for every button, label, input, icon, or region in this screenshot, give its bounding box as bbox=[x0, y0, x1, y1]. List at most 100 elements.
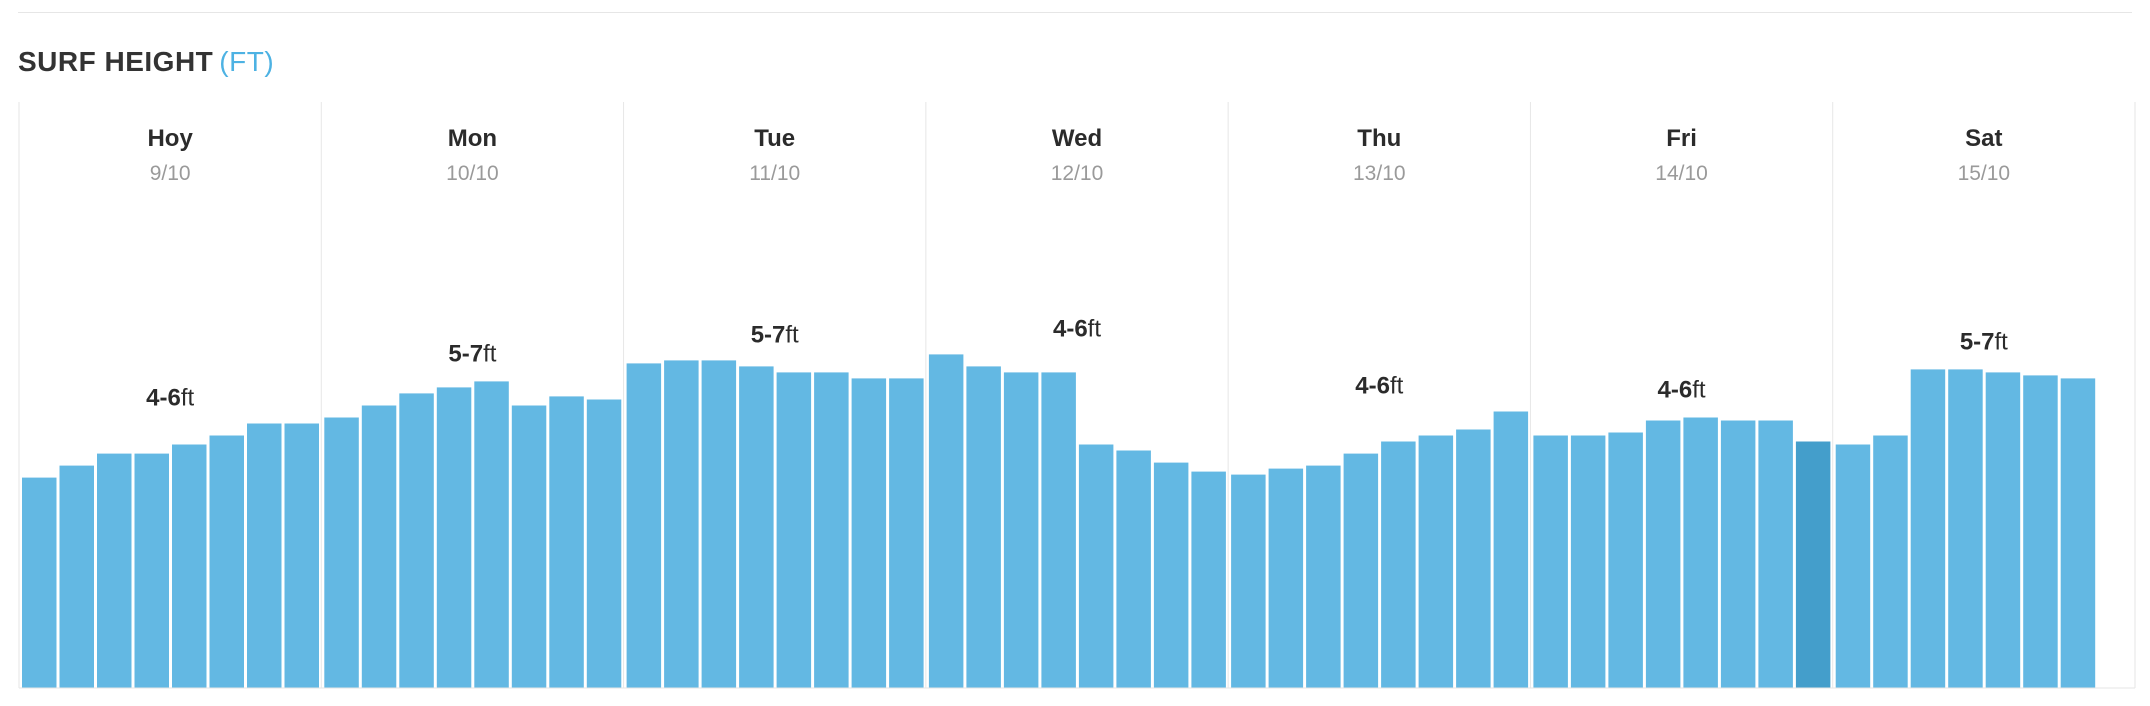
surf-bar[interactable] bbox=[209, 435, 245, 689]
day-date-label: 12/10 bbox=[1051, 162, 1104, 185]
surf-bar[interactable] bbox=[1835, 444, 1871, 689]
surf-bar[interactable] bbox=[1570, 435, 1606, 689]
day-column-thu: Thu 13/10 4-6ft bbox=[1227, 102, 1529, 689]
day-column-wed: Wed 12/10 4-6ft bbox=[925, 102, 1226, 689]
surf-bar[interactable] bbox=[511, 405, 547, 689]
surf-range-unit: ft bbox=[785, 321, 799, 348]
surf-bar[interactable] bbox=[966, 366, 1001, 688]
surf-bar[interactable] bbox=[22, 477, 57, 688]
day-name-label: Tue bbox=[754, 125, 795, 152]
surf-bar[interactable] bbox=[1041, 372, 1076, 688]
day-date-label: 15/10 bbox=[1958, 162, 2011, 185]
surf-bar[interactable] bbox=[1985, 372, 2021, 688]
surf-range-value: 4-6 bbox=[1355, 373, 1390, 400]
surf-bar[interactable] bbox=[324, 417, 359, 689]
day-name-label: Mon bbox=[448, 125, 497, 152]
surf-bar[interactable] bbox=[586, 399, 622, 689]
surf-bar[interactable] bbox=[361, 405, 397, 689]
day-name-label: Sat bbox=[1965, 125, 2002, 152]
surf-bar[interactable] bbox=[436, 387, 472, 688]
day-column-sat: Sat 15/10 5-7ft bbox=[1832, 102, 2096, 689]
chart-unit-label: (FT) bbox=[219, 46, 275, 77]
surf-bar[interactable] bbox=[1078, 444, 1114, 689]
day-column-tue: Tue 11/10 5-7ft bbox=[623, 102, 924, 688]
surf-bar[interactable] bbox=[1231, 474, 1266, 688]
surf-range-label: 4-6ft bbox=[1658, 377, 1706, 404]
surf-bar[interactable] bbox=[1456, 429, 1491, 689]
surf-range-unit: ft bbox=[1088, 315, 1102, 342]
surf-range-unit: ft bbox=[1692, 377, 1706, 404]
surf-bar[interactable] bbox=[1343, 453, 1379, 688]
day-date-label: 14/10 bbox=[1655, 162, 1708, 185]
surf-bar[interactable] bbox=[1795, 441, 1831, 689]
surf-bar[interactable] bbox=[1003, 372, 1039, 688]
surf-range-value: 5-7 bbox=[1960, 328, 1995, 355]
surf-bar[interactable] bbox=[247, 423, 282, 689]
surf-bar[interactable] bbox=[134, 453, 170, 688]
surf-bar[interactable] bbox=[1910, 369, 1946, 688]
surf-bar[interactable] bbox=[1418, 435, 1454, 689]
surf-bar[interactable] bbox=[1268, 468, 1304, 688]
surf-bar[interactable] bbox=[2060, 378, 2096, 688]
surf-bar[interactable] bbox=[1873, 435, 1908, 689]
day-name-label: Hoy bbox=[147, 125, 193, 152]
surf-range-label: 4-6ft bbox=[1355, 373, 1403, 400]
surf-bar[interactable] bbox=[1683, 417, 1718, 689]
day-date-label: 11/10 bbox=[749, 162, 800, 185]
surf-bar[interactable] bbox=[739, 366, 774, 688]
day-name-label: Wed bbox=[1052, 125, 1102, 152]
surf-bar[interactable] bbox=[284, 423, 320, 689]
day-date-label: 13/10 bbox=[1353, 162, 1406, 185]
surf-range-label: 5-7ft bbox=[751, 321, 799, 348]
surf-bar[interactable] bbox=[2023, 375, 2058, 688]
surf-bar[interactable] bbox=[814, 372, 849, 688]
surf-bar[interactable] bbox=[1493, 411, 1529, 689]
surf-range-label: 5-7ft bbox=[1960, 328, 2008, 355]
surf-bar[interactable] bbox=[1116, 450, 1151, 689]
surf-range-value: 4-6 bbox=[1658, 377, 1693, 404]
surf-range-value: 5-7 bbox=[448, 340, 483, 367]
surf-range-label: 5-7ft bbox=[448, 340, 496, 367]
surf-range-value: 4-6 bbox=[1053, 315, 1088, 342]
surf-range-unit: ft bbox=[1995, 328, 2009, 355]
surf-range-label: 4-6ft bbox=[1053, 315, 1101, 342]
surf-bar[interactable] bbox=[1533, 435, 1568, 689]
day-column-fri: Fri 14/10 4-6ft bbox=[1529, 102, 1831, 689]
day-name-label: Thu bbox=[1357, 125, 1401, 152]
surf-bar[interactable] bbox=[59, 465, 95, 688]
surf-bar[interactable] bbox=[1948, 369, 1983, 688]
surf-range-value: 4-6 bbox=[146, 385, 181, 412]
surf-bar[interactable] bbox=[1381, 441, 1416, 689]
surf-bar[interactable] bbox=[1720, 420, 1756, 689]
surf-bar[interactable] bbox=[776, 372, 812, 688]
day-column-hoy: Hoy 9/10 4-6ft bbox=[22, 125, 319, 688]
surf-bar[interactable] bbox=[1306, 465, 1341, 688]
surf-bar[interactable] bbox=[701, 360, 737, 688]
surf-bar[interactable] bbox=[928, 354, 964, 688]
surf-bar[interactable] bbox=[97, 453, 132, 688]
chart-title-text: SURF HEIGHT bbox=[18, 46, 214, 77]
surf-bar[interactable] bbox=[1191, 471, 1226, 688]
day-date-label: 9/10 bbox=[150, 162, 191, 185]
surf-bar[interactable] bbox=[851, 378, 887, 688]
surf-bar[interactable] bbox=[626, 363, 662, 688]
surf-range-unit: ft bbox=[483, 340, 497, 367]
surf-range-unit: ft bbox=[181, 385, 195, 412]
surf-bar[interactable] bbox=[474, 381, 509, 688]
surf-bar[interactable] bbox=[664, 360, 699, 688]
surf-bar[interactable] bbox=[1758, 420, 1793, 689]
surf-bar[interactable] bbox=[1153, 462, 1189, 688]
day-name-label: Fri bbox=[1666, 125, 1697, 152]
surf-bar[interactable] bbox=[399, 393, 434, 688]
surf-bar[interactable] bbox=[549, 396, 584, 688]
surf-bar[interactable] bbox=[1645, 420, 1681, 689]
surf-range-value: 5-7 bbox=[751, 321, 786, 348]
surf-range-label: 4-6ft bbox=[146, 385, 194, 412]
surf-bar[interactable] bbox=[1608, 432, 1643, 689]
surf-bar[interactable] bbox=[889, 378, 924, 688]
day-date-label: 10/10 bbox=[446, 162, 499, 185]
top-divider bbox=[18, 12, 2132, 13]
surf-range-unit: ft bbox=[1390, 373, 1404, 400]
surf-bar[interactable] bbox=[172, 444, 207, 689]
